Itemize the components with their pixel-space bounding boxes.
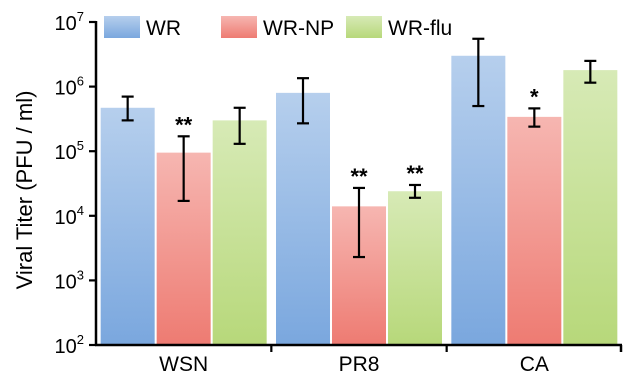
- error-bar: [297, 77, 309, 125]
- significance-marker: **: [175, 112, 193, 137]
- error-bar: [528, 107, 541, 128]
- y-tick-label: 105: [55, 138, 84, 164]
- bar-wr-flu-ca: [563, 70, 618, 345]
- error-bar: [409, 183, 421, 199]
- legend-label: WR-NP: [263, 17, 334, 40]
- legend-swatch: [104, 16, 140, 38]
- legend-label: WR: [146, 17, 181, 40]
- significance-marker: **: [406, 161, 424, 186]
- x-tick-label: CA: [520, 353, 549, 376]
- bar-wr-flu-pr8: [388, 191, 442, 345]
- error-bar: [233, 106, 246, 145]
- y-tick-label: 103: [55, 267, 84, 293]
- legend-swatch: [346, 16, 382, 38]
- bar-wr-np-ca: [507, 116, 562, 346]
- significance-marker: *: [530, 84, 539, 109]
- significance-marker: **: [350, 164, 368, 189]
- error-bar: [584, 59, 597, 84]
- bar-wr-pr8: [276, 92, 330, 346]
- legend-item-wr: WR: [104, 16, 181, 40]
- error-bar: [121, 95, 134, 122]
- y-axis-label: Viral Titer (PFU / ml): [12, 91, 37, 290]
- legend-item-wr-flu: WR-flu: [346, 16, 452, 40]
- legend-swatch: [221, 16, 257, 38]
- y-tick-label: 102: [55, 332, 84, 358]
- significance-annotations: **** ***: [175, 84, 539, 189]
- y-tick-label: 106: [55, 74, 84, 100]
- legend: WR WR-NP WR-flu: [104, 16, 452, 40]
- axes: 102 103 104 105 106 107 WSN PR8 CA: [55, 9, 623, 376]
- x-tick-label: WSN: [159, 353, 208, 376]
- bar-wr-flu-wsn: [212, 120, 267, 346]
- bar-wr-wsn: [100, 107, 155, 346]
- error-bar: [177, 135, 190, 203]
- error-bars: [121, 37, 597, 259]
- legend-item-wr-np: WR-NP: [221, 16, 334, 40]
- y-tick-label: 104: [55, 203, 84, 229]
- x-tick-label: PR8: [339, 353, 380, 376]
- legend-label: WR-flu: [388, 17, 452, 40]
- y-tick-label: 107: [55, 9, 84, 35]
- error-bar: [353, 186, 365, 259]
- error-bar: [472, 37, 485, 108]
- bars: [100, 55, 618, 346]
